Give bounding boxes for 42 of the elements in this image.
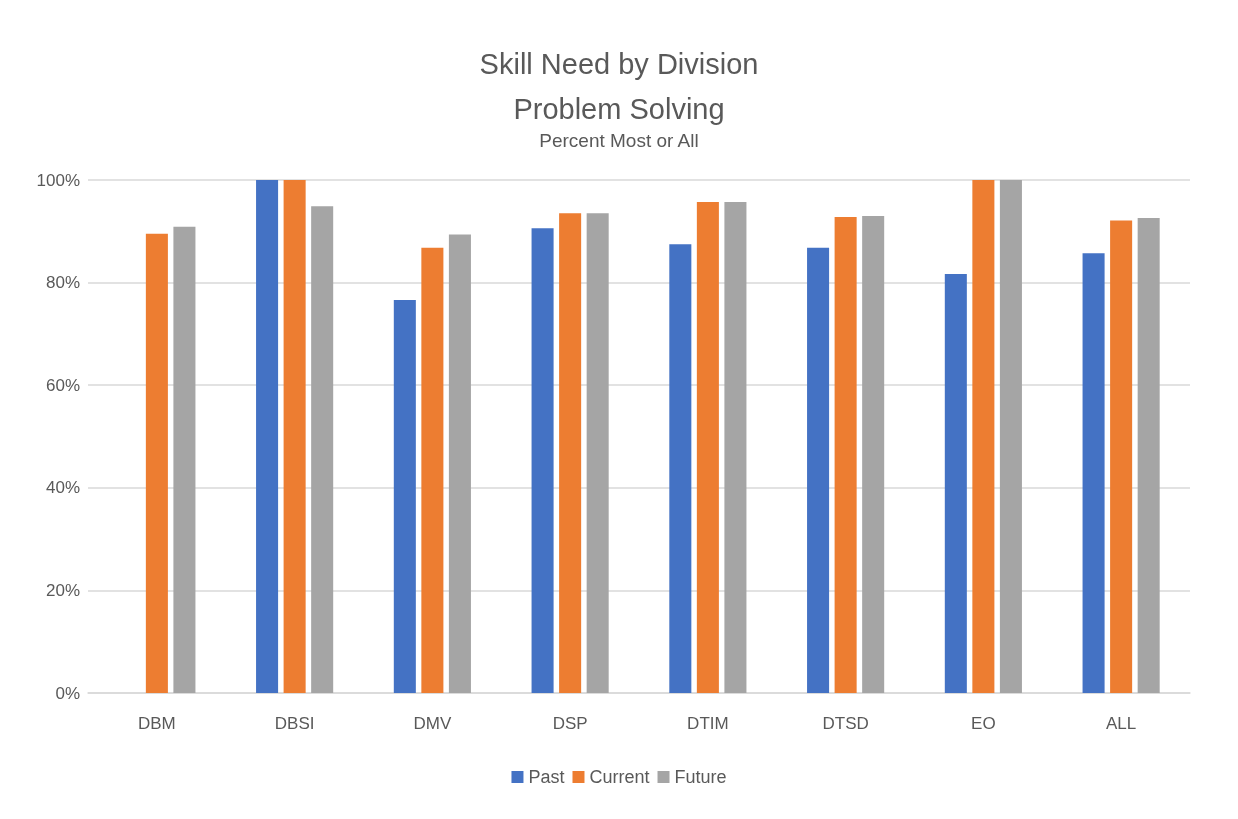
bar	[421, 247, 444, 693]
bar	[145, 233, 168, 693]
legend-label: Past	[528, 767, 565, 787]
y-tick-label: 0%	[55, 683, 80, 703]
bar	[1137, 217, 1160, 693]
bar	[283, 180, 306, 693]
bar	[173, 226, 196, 693]
y-tick-label: 20%	[45, 580, 80, 600]
bar	[862, 215, 885, 693]
bar	[586, 213, 609, 693]
x-tick-label: DTIM	[687, 714, 729, 733]
bar	[724, 202, 747, 693]
chart-subtitle: Percent Most or All	[539, 130, 699, 151]
bar	[972, 180, 995, 693]
y-tick-label: 40%	[45, 478, 80, 498]
bar	[1082, 253, 1105, 693]
x-tick-label: DMV	[413, 714, 452, 733]
y-tick-label: 60%	[45, 375, 80, 395]
bar	[256, 180, 279, 693]
bar	[559, 213, 582, 693]
bar	[393, 300, 416, 693]
x-tick-label: DSP	[552, 714, 588, 733]
chart-title: Skill Need by Division Problem Solving	[479, 47, 759, 125]
x-tick-label: ALL	[1106, 714, 1137, 733]
bar	[999, 180, 1022, 693]
y-tick-label: 80%	[45, 273, 80, 293]
bar	[311, 206, 334, 693]
bar	[669, 244, 692, 693]
x-tick-label: EO	[971, 714, 996, 733]
x-tick-label: DBM	[137, 714, 176, 733]
bar	[531, 228, 554, 693]
bar	[1110, 220, 1133, 693]
y-tick-label: 100%	[36, 170, 80, 190]
bar	[807, 247, 830, 693]
x-tick-label: DBSI	[274, 714, 315, 733]
bar	[944, 273, 967, 693]
bar	[834, 216, 857, 693]
legend-label: Current	[589, 767, 650, 787]
bar	[696, 202, 719, 693]
legend-label: Future	[674, 767, 727, 787]
x-tick-label: DTSD	[822, 714, 869, 733]
bar	[448, 234, 471, 693]
